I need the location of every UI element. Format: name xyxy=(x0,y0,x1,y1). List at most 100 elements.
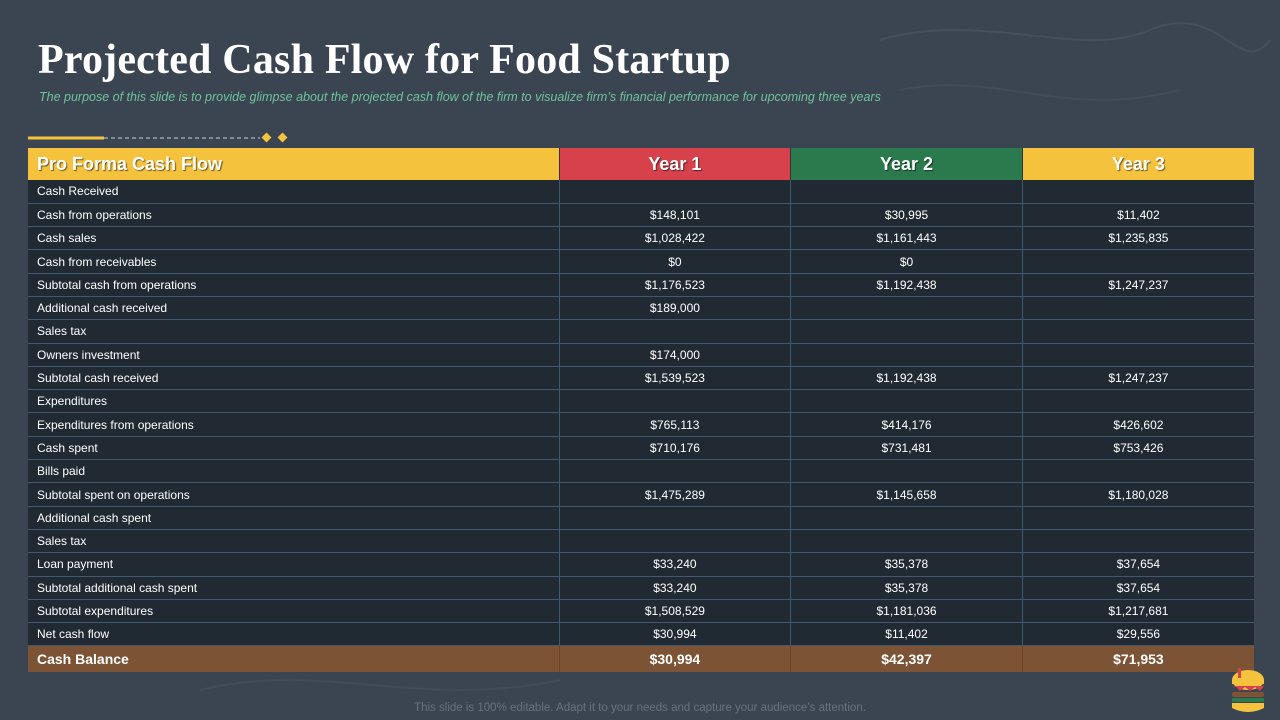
year-3-value: $753,426 xyxy=(1022,436,1254,461)
year-3-value: $426,602 xyxy=(1022,412,1254,437)
total-year-1: $30,994 xyxy=(559,645,792,672)
year-3-value: $1,217,681 xyxy=(1022,599,1254,624)
table-row: Sales tax xyxy=(28,319,1254,344)
year-2-value xyxy=(790,296,1023,321)
year-3-value xyxy=(1022,319,1254,344)
header-pro-forma: Pro Forma Cash Flow xyxy=(28,148,560,180)
row-label: Sales tax xyxy=(28,529,560,554)
year-3-value xyxy=(1022,343,1254,367)
table-row: Subtotal cash from operations $1,176,523 $… xyxy=(28,273,1254,297)
table-row: Sales tax xyxy=(28,529,1254,554)
footer-note: This slide is 100% editable. Adapt it to… xyxy=(414,702,866,714)
year-2-value: $35,378 xyxy=(790,576,1023,600)
year-2-value: $1,145,658 xyxy=(790,482,1023,507)
row-label: Expenditures xyxy=(28,389,560,414)
year-2-value xyxy=(790,319,1023,344)
page-subtitle: The purpose of this slide is to provide … xyxy=(39,90,881,104)
total-row: Cash Balance $30,994 $42,397 $71,953 xyxy=(28,645,1254,672)
table-row: Net cash flow $30,994 $11,402 $29,556 xyxy=(28,622,1254,647)
year-2-value: $1,192,438 xyxy=(790,273,1023,297)
year-3-value xyxy=(1022,249,1254,274)
year-2-value: $11,402 xyxy=(790,622,1023,647)
year-3-value: $1,247,237 xyxy=(1022,366,1254,391)
year-3-value xyxy=(1022,296,1254,321)
total-label: Cash Balance xyxy=(28,645,560,672)
year-1-value: $1,028,422 xyxy=(559,226,792,251)
total-year-3: $71,953 xyxy=(1022,645,1254,672)
year-3-value: $29,556 xyxy=(1022,622,1254,647)
year-1-value xyxy=(559,459,792,484)
year-1-value: $189,000 xyxy=(559,296,792,321)
row-label: Subtotal cash received xyxy=(28,366,560,391)
table-row: Cash spent $710,176 $731,481 $753,426 xyxy=(28,436,1254,461)
year-3-value: $1,235,835 xyxy=(1022,226,1254,251)
year-1-value xyxy=(559,180,792,204)
row-label: Cash Received xyxy=(28,180,560,204)
table-row: Cash from operations $148,101 $30,995 $11,4… xyxy=(28,203,1254,228)
table-row: Owners investment $174,000 xyxy=(28,343,1254,367)
year-3-value xyxy=(1022,180,1254,204)
table-row: Subtotal spent on operations $1,475,289 $1… xyxy=(28,482,1254,507)
year-3-value: $37,654 xyxy=(1022,552,1254,577)
table-row: Cash sales $1,028,422 $1,161,443 $1,235,835 xyxy=(28,226,1254,251)
row-label: Bills paid xyxy=(28,459,560,484)
year-2-value xyxy=(790,180,1023,204)
year-1-value: $1,176,523 xyxy=(559,273,792,297)
year-3-value: $11,402 xyxy=(1022,203,1254,228)
table-row: Cash from receivables $0 $0 xyxy=(28,249,1254,274)
year-2-value xyxy=(790,529,1023,554)
row-label: Cash spent xyxy=(28,436,560,461)
table-row: Loan payment $33,240 $35,378 $37,654 xyxy=(28,552,1254,577)
header-year-3: Year 3 xyxy=(1022,148,1254,180)
row-label: Owners investment xyxy=(28,343,560,367)
year-1-value: $1,508,529 xyxy=(559,599,792,624)
year-2-value: $1,161,443 xyxy=(790,226,1023,251)
year-1-value: $30,994 xyxy=(559,622,792,647)
year-2-value xyxy=(790,506,1023,530)
row-label: Loan payment xyxy=(28,552,560,577)
year-3-value xyxy=(1022,389,1254,414)
year-2-value xyxy=(790,389,1023,414)
year-2-value: $35,378 xyxy=(790,552,1023,577)
year-1-value xyxy=(559,389,792,414)
page-title: Projected Cash Flow for Food Startup xyxy=(38,37,731,83)
year-3-value: $37,654 xyxy=(1022,576,1254,600)
table-header-row: Pro Forma Cash Flow Year 1 Year 2 Year 3 xyxy=(28,148,1254,180)
year-3-value: $1,247,237 xyxy=(1022,273,1254,297)
title-divider-decoration xyxy=(28,132,288,143)
year-2-value: $1,192,438 xyxy=(790,366,1023,391)
year-3-value xyxy=(1022,529,1254,554)
table-row: Additional cash spent xyxy=(28,506,1254,530)
year-1-value: $174,000 xyxy=(559,343,792,367)
row-label: Expenditures from operations xyxy=(28,412,560,437)
year-1-value xyxy=(559,319,792,344)
table-row: Subtotal expenditures $1,508,529 $1,181,03… xyxy=(28,599,1254,624)
row-label: Subtotal expenditures xyxy=(28,599,560,624)
year-1-value: $33,240 xyxy=(559,576,792,600)
row-label: Additional cash received xyxy=(28,296,560,321)
row-label: Subtotal spent on operations xyxy=(28,482,560,507)
table-row: Subtotal additional cash spent $33,240 $35… xyxy=(28,576,1254,600)
year-2-value: $414,176 xyxy=(790,412,1023,437)
row-label: Sales tax xyxy=(28,319,560,344)
year-3-value: $1,180,028 xyxy=(1022,482,1254,507)
year-2-value xyxy=(790,343,1023,367)
table-row: Bills paid xyxy=(28,459,1254,484)
header-year-2: Year 2 xyxy=(790,148,1023,180)
year-3-value xyxy=(1022,506,1254,530)
year-1-value: $1,539,523 xyxy=(559,366,792,391)
year-1-value xyxy=(559,506,792,530)
year-1-value: $765,113 xyxy=(559,412,792,437)
year-3-value xyxy=(1022,459,1254,484)
year-2-value: $0 xyxy=(790,249,1023,274)
year-2-value: $731,481 xyxy=(790,436,1023,461)
row-label: Cash from receivables xyxy=(28,249,560,274)
burger-icon xyxy=(1232,668,1264,712)
year-1-value: $710,176 xyxy=(559,436,792,461)
cash-flow-table: Pro Forma Cash Flow Year 1 Year 2 Year 3… xyxy=(28,148,1254,672)
year-1-value: $148,101 xyxy=(559,203,792,228)
row-label: Cash from operations xyxy=(28,203,560,228)
year-1-value: $1,475,289 xyxy=(559,482,792,507)
year-2-value: $30,995 xyxy=(790,203,1023,228)
year-2-value: $1,181,036 xyxy=(790,599,1023,624)
